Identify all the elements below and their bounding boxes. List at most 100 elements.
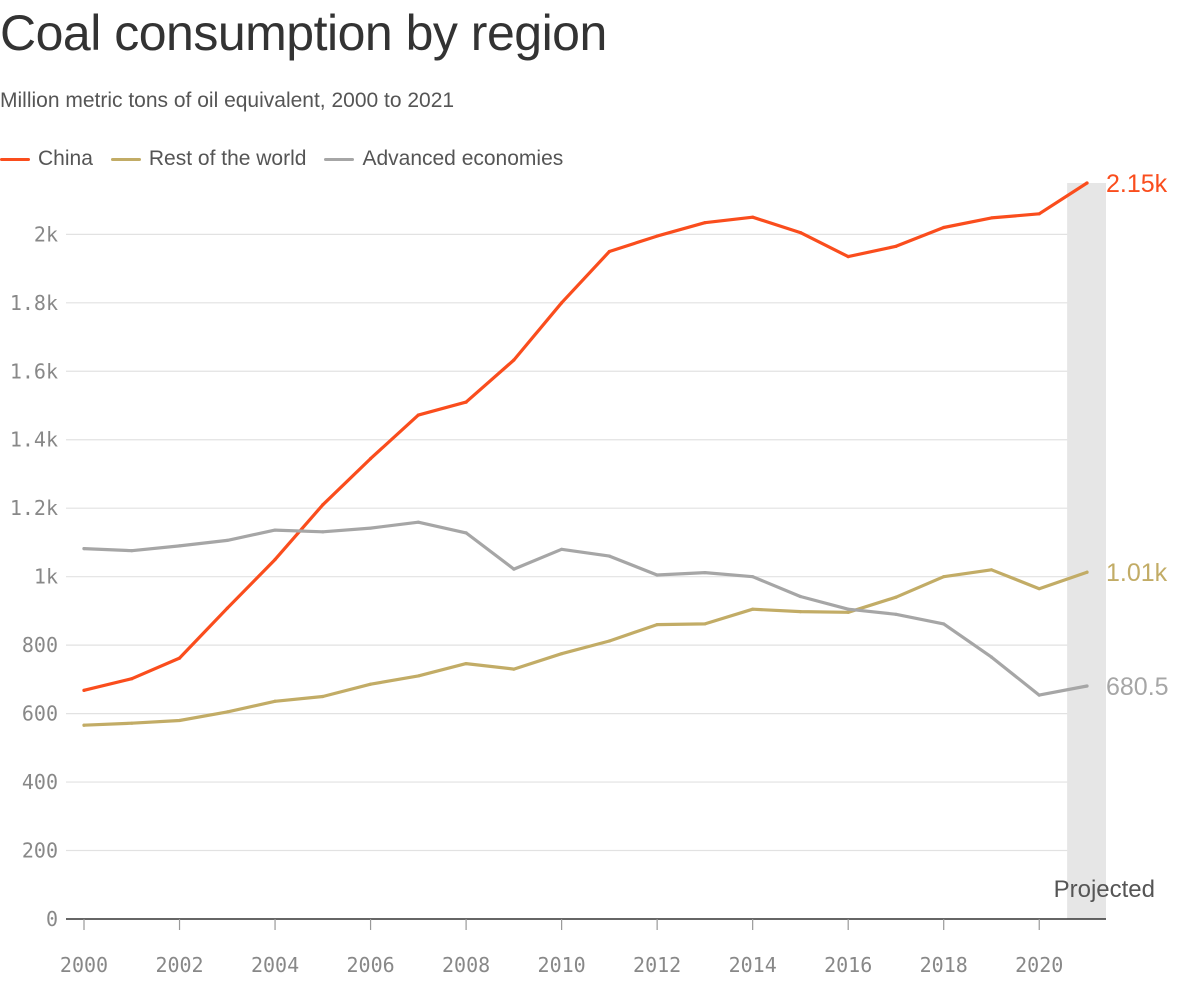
data-point-china <box>989 216 994 220</box>
data-point-china <box>321 503 325 507</box>
data-point-rest-of-the-world <box>798 609 803 614</box>
end-labels: 2.15k 1.01k 680.5 <box>1106 170 1169 701</box>
data-point-china <box>1037 212 1041 216</box>
y-tick-label: 1.4k <box>10 428 58 452</box>
series-line-advanced-economies <box>82 520 1089 697</box>
end-label-china: 2.15k <box>1106 170 1168 198</box>
data-point-rest-of-the-world <box>894 595 898 599</box>
data-point-china <box>560 301 564 305</box>
x-tick-label: 2020 <box>1015 953 1063 977</box>
data-point-advanced-economies <box>703 570 707 575</box>
projection-band-layer: Projected <box>1054 183 1155 919</box>
projected-band <box>1067 183 1106 919</box>
data-point-advanced-economies <box>894 612 898 616</box>
data-point-rest-of-the-world <box>607 639 611 643</box>
x-tick-label: 2000 <box>60 953 108 977</box>
end-label-rest-of-the-world: 1.01k <box>1106 559 1168 587</box>
data-point-china <box>273 557 277 562</box>
data-point-rest-of-the-world <box>942 575 946 579</box>
x-tick-label: 2008 <box>442 953 490 977</box>
y-tick-label: 400 <box>22 770 58 794</box>
data-point-rest-of-the-world <box>464 662 468 666</box>
data-point-rest-of-the-world <box>368 682 373 686</box>
y-tick-label: 2k <box>34 222 58 246</box>
gridlines <box>66 233 1106 852</box>
data-point-advanced-economies <box>273 528 277 532</box>
chart-title: Coal consumption by region <box>0 5 607 61</box>
legend-label-rest-of-world: Rest of the world <box>148 147 307 170</box>
series-line-rest-of-the-world <box>82 568 1089 727</box>
data-point-advanced-economies <box>846 607 850 611</box>
legend: China Rest of the world Advanced economi… <box>0 145 581 173</box>
data-point-china <box>703 221 707 225</box>
projected-label: Projected <box>1054 876 1155 903</box>
x-tick-label: 2002 <box>155 953 203 977</box>
data-point-rest-of-the-world <box>512 667 516 671</box>
y-tick-label: 200 <box>22 839 58 863</box>
data-point-rest-of-the-world <box>751 607 755 611</box>
data-point-advanced-economies <box>607 554 611 558</box>
series-lines <box>82 181 1089 727</box>
x-tick-label: 2004 <box>251 953 299 977</box>
x-tick-label: 2012 <box>633 953 681 977</box>
data-point-rest-of-the-world <box>225 710 229 714</box>
y-tick-label: 800 <box>22 633 58 657</box>
data-point-rest-of-the-world <box>130 721 134 725</box>
data-point-rest-of-the-world <box>416 674 420 678</box>
data-point-advanced-economies <box>1037 693 1041 697</box>
data-point-advanced-economies <box>798 594 803 599</box>
legend-swatch-advanced-economies <box>324 157 355 161</box>
data-point-advanced-economies <box>130 549 134 553</box>
data-point-advanced-economies <box>512 567 516 571</box>
x-tick-label: 2014 <box>729 953 777 977</box>
data-point-rest-of-the-world <box>1037 587 1041 591</box>
data-point-advanced-economies <box>655 573 659 577</box>
data-point-advanced-economies <box>1085 684 1089 688</box>
end-label-advanced-economies: 680.5 <box>1106 673 1169 701</box>
data-point-rest-of-the-world <box>560 652 564 656</box>
data-point-rest-of-the-world <box>703 622 707 626</box>
data-point-china <box>512 358 516 362</box>
legend-label-advanced-economies: Advanced economies <box>362 147 564 170</box>
x-tick-label: 2018 <box>920 953 968 977</box>
data-point-china <box>894 244 898 248</box>
data-point-advanced-economies <box>942 622 946 626</box>
data-point-advanced-economies <box>321 530 325 534</box>
data-point-advanced-economies <box>989 655 994 659</box>
x-tick-label: 2010 <box>538 953 586 977</box>
data-point-rest-of-the-world <box>846 610 850 614</box>
data-point-rest-of-the-world <box>273 699 277 703</box>
data-point-rest-of-the-world <box>321 694 325 699</box>
series-line-china <box>82 181 1089 692</box>
y-tick-label: 600 <box>22 702 58 726</box>
y-tick-label: 1.6k <box>10 359 58 383</box>
data-point-advanced-economies <box>560 547 564 551</box>
legend-swatch-rest-of-world <box>110 157 141 161</box>
x-tick-label: 2006 <box>346 953 394 977</box>
data-point-china <box>942 225 946 230</box>
legend-label-china: China <box>38 147 93 170</box>
legend-item-rest-of-world: Rest of the world <box>110 147 307 171</box>
data-point-rest-of-the-world <box>989 568 994 572</box>
y-tick-label: 1.8k <box>10 291 58 315</box>
data-point-advanced-economies <box>225 538 229 542</box>
y-tick-label: 0 <box>46 907 58 931</box>
data-point-china <box>655 234 659 238</box>
data-point-china <box>846 255 850 259</box>
data-point-china <box>225 606 229 610</box>
axes: 0 200 400 600 800 1k 1.2k 1.4k 1.6k 1.8k 2k 2000 200… <box>10 222 1106 977</box>
y-tick-label: 1k <box>34 565 58 589</box>
data-point-china <box>368 456 373 461</box>
data-point-china <box>130 677 134 681</box>
data-point-advanced-economies <box>82 547 86 551</box>
data-point-rest-of-the-world <box>1085 570 1089 574</box>
data-point-rest-of-the-world <box>177 718 182 723</box>
data-point-advanced-economies <box>416 520 420 524</box>
data-point-advanced-economies <box>464 531 468 535</box>
data-point-china <box>751 215 755 219</box>
data-point-china <box>416 413 420 417</box>
x-tick-label: 2016 <box>824 953 872 977</box>
data-point-advanced-economies <box>177 544 182 548</box>
data-point-china <box>1085 181 1089 185</box>
